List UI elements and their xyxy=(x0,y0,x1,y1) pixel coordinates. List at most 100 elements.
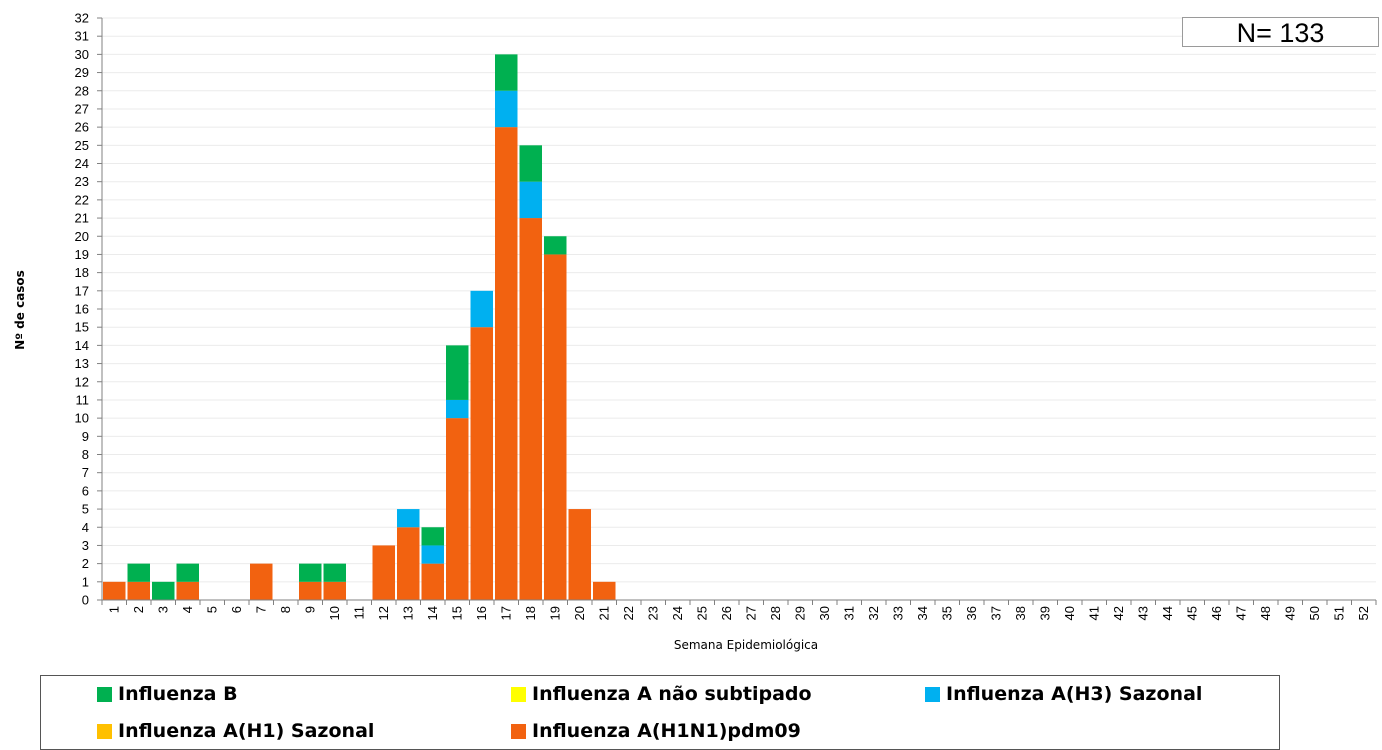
x-tick-label: 35 xyxy=(939,606,954,620)
x-tick-label: 50 xyxy=(1307,606,1322,620)
x-tick-label: 22 xyxy=(621,606,636,620)
x-tick-label: 45 xyxy=(1184,606,1199,620)
x-tick-label: 1 xyxy=(106,606,121,613)
bar-segment xyxy=(176,563,199,582)
x-tick-label: 49 xyxy=(1282,606,1297,620)
bar-segment xyxy=(127,581,150,600)
x-axis-label: Semana Epidemiológica xyxy=(674,638,818,652)
x-tick-label: 16 xyxy=(474,606,489,620)
legend-swatch xyxy=(511,723,526,739)
x-tick-label: 26 xyxy=(719,606,734,620)
x-tick-label: 31 xyxy=(841,606,856,620)
x-tick-label: 10 xyxy=(327,606,342,620)
legend-label: Influenza A(H1N1)pdm09 xyxy=(532,720,801,742)
y-tick-label: 26 xyxy=(75,120,89,135)
bar-segment xyxy=(176,581,199,600)
bar-segment xyxy=(593,581,616,600)
y-tick-label: 4 xyxy=(82,520,89,535)
bar-segment xyxy=(299,581,322,600)
x-tick-label: 14 xyxy=(425,606,440,620)
bar-segment xyxy=(372,545,395,600)
bar-segment xyxy=(519,181,542,219)
x-tick-label: 37 xyxy=(988,606,1003,620)
bar-segment xyxy=(127,563,150,582)
x-tick-label: 23 xyxy=(645,606,660,620)
x-tick-label: 19 xyxy=(547,606,562,620)
y-tick-label: 32 xyxy=(75,11,89,26)
x-tick-label: 38 xyxy=(1013,606,1028,620)
bar-segment xyxy=(397,527,420,600)
y-tick-label: 24 xyxy=(75,156,89,171)
bar-segment xyxy=(519,145,542,182)
x-tick-label: 18 xyxy=(523,606,538,620)
bars xyxy=(103,54,616,600)
legend-item-influenza-a-h1: Influenza A(H1) Sazonal xyxy=(97,720,374,742)
x-tick-label: 40 xyxy=(1062,606,1077,620)
y-tick-label: 27 xyxy=(75,101,89,116)
x-tick-label: 4 xyxy=(180,606,195,613)
x-tick-label: 42 xyxy=(1111,606,1126,620)
x-tick-label: 28 xyxy=(768,606,783,620)
bar-segment xyxy=(544,254,567,600)
bar-segment xyxy=(421,527,444,546)
x-tick-label: 7 xyxy=(253,606,268,613)
x-tick-label: 2 xyxy=(131,606,146,613)
bar-segment xyxy=(470,290,493,328)
bar-segment xyxy=(446,418,469,600)
legend-label: Influenza A não subtipado xyxy=(532,683,812,705)
bar-segment xyxy=(397,509,420,528)
x-tick-label: 15 xyxy=(449,606,464,620)
bar-segment xyxy=(103,581,126,600)
y-tick-label: 9 xyxy=(82,429,89,444)
x-tick-label: 52 xyxy=(1356,606,1371,620)
legend-label: Influenza A(H1) Sazonal xyxy=(118,720,375,742)
bar-segment xyxy=(323,563,346,582)
y-tick-label: 14 xyxy=(75,338,89,353)
x-tick-label: 9 xyxy=(302,606,317,613)
bar-segment xyxy=(152,581,175,600)
x-tick-label: 32 xyxy=(866,606,881,620)
y-tick-label: 7 xyxy=(82,465,89,480)
y-tick-label: 22 xyxy=(75,192,89,207)
y-tick-label: 16 xyxy=(75,302,89,317)
y-tick-label: 31 xyxy=(75,29,89,44)
y-tick-label: 2 xyxy=(82,556,89,571)
x-tick-label: 20 xyxy=(572,606,587,620)
y-tick-label: 29 xyxy=(75,65,89,80)
x-tick-label: 36 xyxy=(964,606,979,620)
bar-segment xyxy=(495,127,518,600)
x-tick-label: 43 xyxy=(1135,606,1150,620)
legend-swatch xyxy=(511,686,526,702)
x-tick-label: 33 xyxy=(890,606,905,620)
x-tick-label: 27 xyxy=(743,606,758,620)
x-tick-label: 21 xyxy=(596,606,611,620)
y-tick-label: 8 xyxy=(82,447,89,462)
y-axis-label: Nº de casos xyxy=(13,270,27,350)
legend-item-influenza-a-h1n1pdm09: Influenza A(H1N1)pdm09 xyxy=(511,720,801,742)
y-tick-label: 5 xyxy=(82,502,89,517)
bar-segment xyxy=(250,563,273,600)
y-tick-label: 3 xyxy=(82,538,89,553)
legend-label: Influenza B xyxy=(118,683,238,705)
y-tick-label: 23 xyxy=(75,174,89,189)
bar-segment xyxy=(421,563,444,600)
legend-item-influenza-a-nao-subtipado: Influenza A não subtipado xyxy=(511,683,812,705)
y-tick-label: 15 xyxy=(75,320,89,335)
x-tick-label: 17 xyxy=(498,606,513,620)
y-tick-label: 20 xyxy=(75,229,89,244)
bar-segment xyxy=(519,218,542,600)
bar-segment xyxy=(470,327,493,600)
x-tick-labels: 1 2 3 4 5 6 7 8 9 10 11 12 13 14 15 16 17 18 19 20 21 22 23 24 2… xyxy=(101,600,1377,620)
legend-swatch xyxy=(925,686,940,702)
y-tick-label: 18 xyxy=(75,265,89,280)
bar-segment xyxy=(446,399,469,419)
x-tick-label: 3 xyxy=(155,606,170,613)
x-tick-label: 13 xyxy=(400,606,415,620)
y-tick-label: 30 xyxy=(75,47,89,62)
bar-segment xyxy=(446,345,469,400)
bar-segment xyxy=(421,545,444,564)
x-tick-label: 46 xyxy=(1209,606,1224,620)
x-tick-label: 47 xyxy=(1233,606,1248,620)
x-tick-label: 6 xyxy=(229,606,244,613)
